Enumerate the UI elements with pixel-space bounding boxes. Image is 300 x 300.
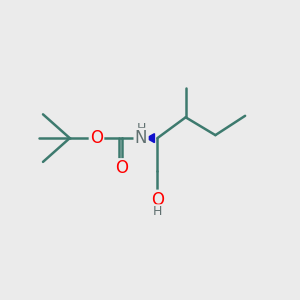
- Text: O: O: [90, 129, 103, 147]
- Text: H: H: [136, 122, 146, 135]
- Text: O: O: [115, 159, 128, 177]
- Text: H: H: [153, 205, 162, 218]
- Text: N: N: [135, 129, 147, 147]
- Text: O: O: [151, 191, 164, 209]
- Polygon shape: [146, 134, 154, 142]
